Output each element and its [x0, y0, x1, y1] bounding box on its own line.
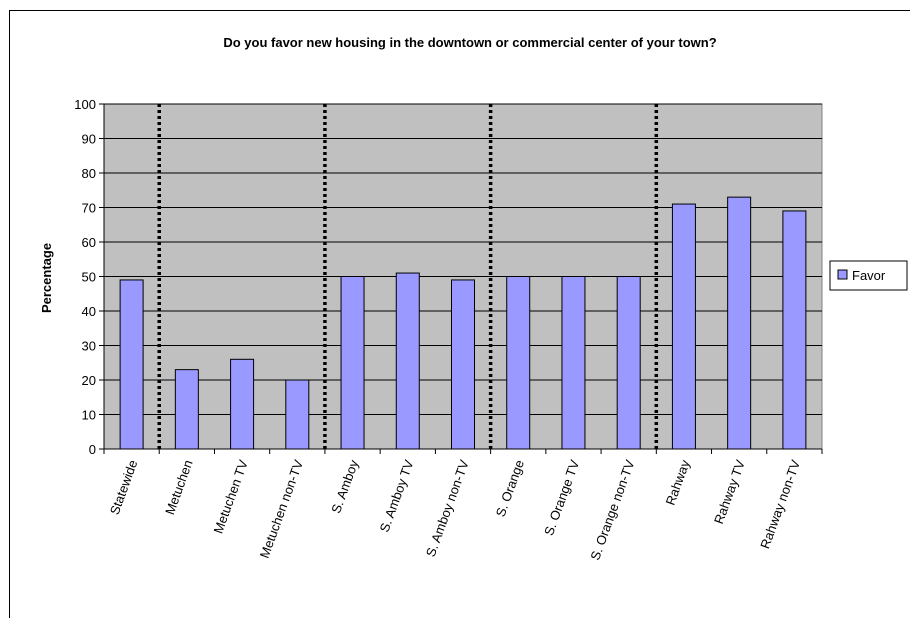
- bar: [285, 379, 310, 450]
- x-tick-label: S. Amboy: [328, 457, 361, 515]
- bar: [727, 196, 752, 450]
- bar: [174, 369, 199, 450]
- x-tick-label: Rahway: [663, 457, 693, 507]
- x-tick-label: Metuchen TV: [210, 458, 251, 536]
- bar: [671, 203, 696, 450]
- y-tick-label: 50: [82, 270, 96, 285]
- x-tick-label: S. Amboy non-TV: [423, 458, 472, 559]
- bar: [561, 276, 586, 450]
- x-tick-label: S. Orange TV: [541, 458, 582, 538]
- x-tick-label: Statewide: [107, 458, 141, 517]
- chart-title: Do you favor new housing in the downtown…: [223, 35, 716, 50]
- y-axis-label: Percentage: [39, 243, 54, 313]
- x-tick-label: S. Orange non-TV: [587, 458, 637, 563]
- y-tick-label: 0: [89, 442, 96, 457]
- bar: [616, 276, 641, 450]
- y-tick-label: 70: [82, 201, 96, 216]
- chart-frame: [9, 10, 910, 618]
- y-tick-label: 40: [82, 304, 96, 319]
- x-tick-label: Metuchen non-TV: [257, 458, 307, 561]
- x-tick-label: Rahway TV: [711, 458, 748, 526]
- bar: [395, 272, 420, 450]
- bar: [782, 210, 807, 450]
- x-tick-label: Metuchen: [162, 458, 196, 517]
- legend-swatch-favor: [837, 269, 848, 280]
- legend: Favor: [829, 260, 908, 291]
- bar: [451, 279, 475, 450]
- y-tick-label: 90: [82, 132, 96, 147]
- plot-area: 0 10 20 30 40 50 60 70 80 90 100 Statewide Metuchen M…: [74, 97, 823, 563]
- y-tick-label: 60: [82, 235, 96, 250]
- y-tick-label: 100: [74, 97, 96, 112]
- bar: [230, 358, 255, 450]
- y-tick-label: 80: [82, 166, 96, 181]
- legend-box: [829, 260, 908, 291]
- y-tick-label: 10: [82, 408, 96, 423]
- legend-label-favor: Favor: [852, 268, 886, 283]
- bar: [340, 276, 365, 450]
- y-tick-label: 20: [82, 373, 96, 388]
- x-tick-label: S. Amboy TV: [377, 458, 417, 535]
- x-tick-label: S. Orange: [493, 458, 527, 519]
- y-tick-label: 30: [82, 339, 96, 354]
- bar: [506, 276, 531, 450]
- bar: [119, 279, 144, 450]
- x-tick-label: Rahway non-TV: [757, 458, 803, 551]
